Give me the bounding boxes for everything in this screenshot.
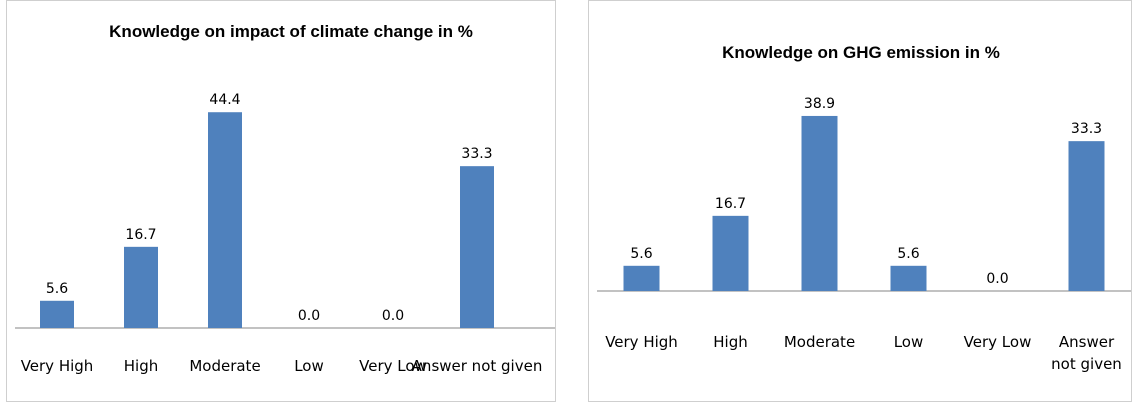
data-label-high: 16.7 [715,196,746,212]
chart-ghg-emission: Knowledge on GHG emission in % 5.6 Very H… [597,43,1131,373]
tick-label-very-low: Very Low [359,357,427,375]
data-label-high: 16.7 [125,227,156,243]
bar-moderate [801,115,838,291]
bar-very-high [623,265,660,291]
chart-panel-ghg-emission: Knowledge on GHG emission in % 5.6 Very H… [588,0,1132,402]
chart-panel-climate-impact: Knowledge on impact of climate change in… [6,0,556,402]
data-label-answer-not-given: 33.3 [1071,121,1102,137]
tick-label-high: High [713,333,747,351]
tick-label-very-low: Very Low [964,333,1032,351]
tick-label-high: High [124,357,158,375]
tick-label-very-high: Very High [605,333,678,351]
bar-low [890,265,927,291]
data-label-answer-not-given: 33.3 [461,146,492,162]
data-label-moderate: 44.4 [209,92,240,108]
tick-label-moderate: Moderate [189,357,260,375]
data-label-very-low: 0.0 [986,271,1008,287]
data-label-very-low: 0.0 [382,308,404,324]
chart-climate-impact: Knowledge on impact of climate change in… [15,22,555,375]
data-label-very-high: 5.6 [630,246,652,262]
data-label-very-high: 5.6 [46,281,68,297]
data-label-low: 0.0 [298,308,320,324]
tick-label-moderate: Moderate [784,333,855,351]
chart-title: Knowledge on GHG emission in % [722,43,1000,62]
bar-answer-not-given [1068,141,1105,291]
tick-label-answer-not-given: Answer not given [1051,333,1122,373]
chart-title: Knowledge on impact of climate change in… [109,22,473,41]
data-label-moderate: 38.9 [804,96,835,112]
bar-very-high [40,300,74,328]
tick-label-very-high: Very High [21,357,94,375]
bar-moderate [208,112,242,328]
tick-label-low: Low [294,357,324,375]
bar-high [124,246,158,328]
data-label-low: 5.6 [897,246,919,262]
bar-answer-not-given [460,166,494,328]
bar-high [712,215,749,291]
tick-label-low: Low [894,333,924,351]
tick-label-answer-not-given: Answer not given [412,357,543,375]
